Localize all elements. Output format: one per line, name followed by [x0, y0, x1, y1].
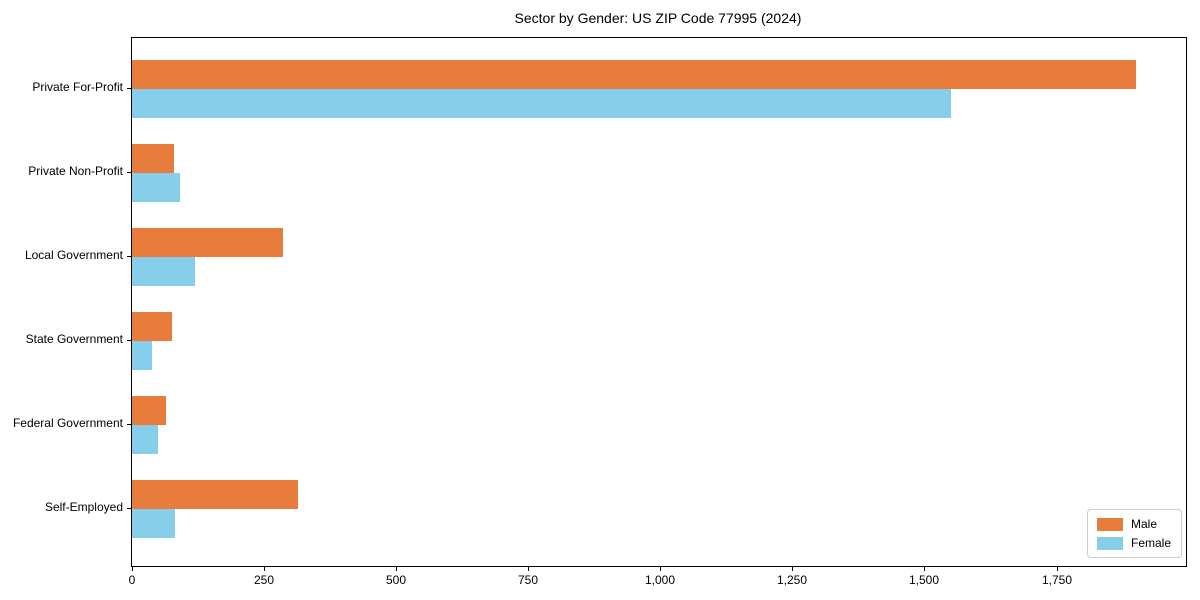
legend-swatch-female	[1096, 536, 1123, 550]
xtick-label-500: 500	[385, 573, 407, 587]
bar-female-local-government	[132, 257, 195, 286]
xtick-mark-1750	[1057, 567, 1058, 571]
ytick-label-federal-government: Federal Government	[12, 416, 123, 430]
plot-area: Male Female	[131, 37, 1187, 567]
ytick-mark-private-non-profit	[127, 172, 131, 173]
xtick-mark-1500	[924, 567, 925, 571]
chart-title: Sector by Gender: US ZIP Code 77995 (202…	[514, 10, 802, 26]
ytick-mark-private-for-profit	[127, 88, 131, 89]
xtick-mark-500	[396, 567, 397, 571]
ytick-mark-self-employed	[127, 508, 131, 509]
bar-male-private-for-profit	[132, 60, 1136, 89]
legend-swatch-male	[1096, 517, 1123, 531]
bar-female-state-government	[132, 341, 152, 370]
xtick-label-1750: 1,750	[1041, 573, 1073, 587]
ytick-label-state-government: State Government	[25, 332, 123, 346]
legend-label-female: Female	[1130, 536, 1171, 550]
ytick-mark-local-government	[127, 256, 131, 257]
xtick-label-1250: 1,250	[776, 573, 808, 587]
bar-male-self-employed	[132, 480, 298, 509]
xtick-mark-250	[264, 567, 265, 571]
bar-female-federal-government	[132, 425, 158, 454]
xtick-mark-750	[528, 567, 529, 571]
ytick-mark-federal-government	[127, 424, 131, 425]
bar-female-private-for-profit	[132, 89, 951, 118]
xtick-label-0: 0	[128, 573, 136, 587]
ytick-label-private-non-profit: Private Non-Profit	[28, 164, 123, 178]
xtick-label-750: 750	[517, 573, 539, 587]
xtick-mark-0	[132, 567, 133, 571]
ytick-label-self-employed: Self-Employed	[44, 500, 123, 514]
xtick-mark-1000	[660, 567, 661, 571]
legend-label-male: Male	[1130, 517, 1157, 531]
xtick-label-1500: 1,500	[908, 573, 940, 587]
xtick-label-250: 250	[253, 573, 275, 587]
bar-male-state-government	[132, 312, 172, 341]
legend-entry-female: Female	[1096, 536, 1171, 550]
bar-male-private-non-profit	[132, 144, 174, 173]
legend-entry-male: Male	[1096, 517, 1171, 531]
bar-male-federal-government	[132, 396, 166, 425]
legend: Male Female	[1086, 509, 1182, 558]
xtick-mark-1250	[792, 567, 793, 571]
ytick-label-private-for-profit: Private For-Profit	[32, 80, 123, 94]
bar-female-self-employed	[132, 509, 175, 538]
ytick-label-local-government: Local Government	[24, 248, 123, 262]
bar-female-private-non-profit	[132, 173, 180, 202]
bar-male-local-government	[132, 228, 283, 257]
ytick-mark-state-government	[127, 340, 131, 341]
xtick-label-1000: 1,000	[644, 573, 676, 587]
